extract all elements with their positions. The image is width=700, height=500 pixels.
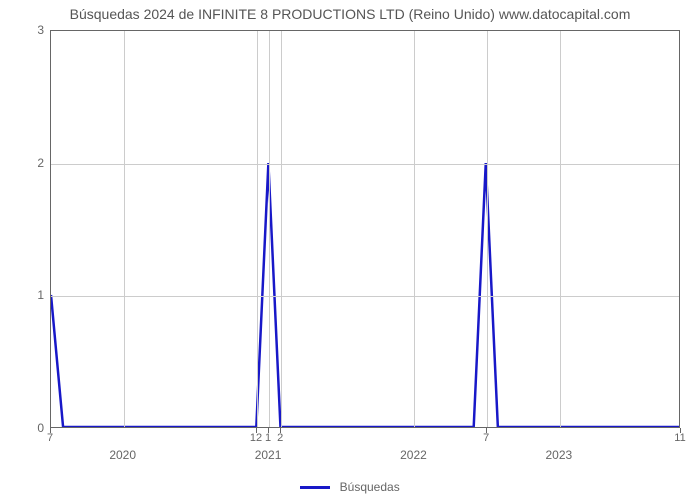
ytick-label: 3 (4, 23, 44, 37)
xyear-label: 2023 (545, 448, 572, 462)
xtick-label: 11 (674, 432, 685, 444)
xtick-label: 1 (265, 432, 271, 444)
xtick-label: 12 (250, 432, 262, 444)
line-series (51, 31, 679, 427)
plot-area (50, 30, 680, 428)
xtick-label: 7 (47, 432, 53, 444)
chart-container: Búsquedas 2024 de INFINITE 8 PRODUCTIONS… (0, 0, 700, 500)
gridline-horizontal (51, 296, 679, 297)
ytick-label: 2 (4, 156, 44, 170)
xyear-label: 2021 (255, 448, 282, 462)
legend-label: Búsquedas (340, 480, 400, 494)
xtick-label: 2 (277, 432, 283, 444)
legend-swatch (300, 486, 330, 489)
xyear-label: 2022 (400, 448, 427, 462)
legend: Búsquedas (0, 480, 700, 494)
gridline-vertical (257, 31, 258, 427)
gridline-vertical (560, 31, 561, 427)
gridline-vertical (487, 31, 488, 427)
ytick-label: 0 (4, 421, 44, 435)
ytick-label: 1 (4, 288, 44, 302)
xyear-label: 2020 (109, 448, 136, 462)
xtick-label: 7 (483, 432, 489, 444)
gridline-vertical (124, 31, 125, 427)
gridline-horizontal (51, 164, 679, 165)
gridline-vertical (414, 31, 415, 427)
chart-title: Búsquedas 2024 de INFINITE 8 PRODUCTIONS… (0, 6, 700, 22)
gridline-vertical (281, 31, 282, 427)
gridline-vertical (269, 31, 270, 427)
